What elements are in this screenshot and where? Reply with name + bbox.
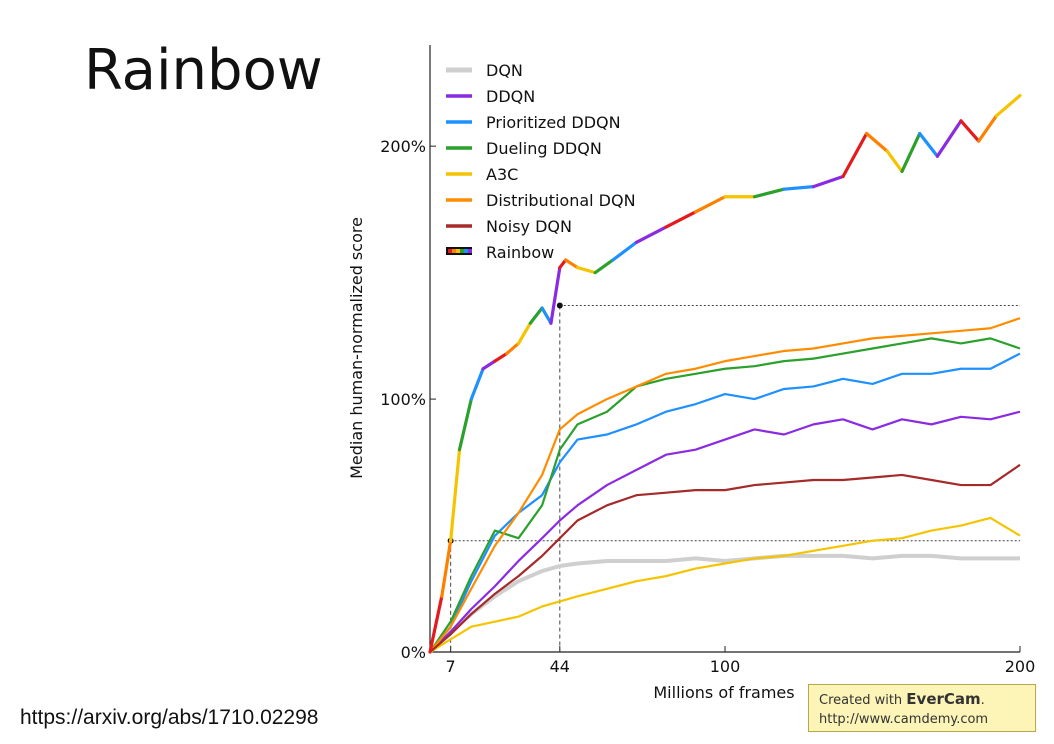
watermark-url: http://www.camdemy.com <box>819 712 989 727</box>
series-line-rainbow-segment <box>752 187 786 199</box>
series-line-rainbow-segment <box>693 195 727 214</box>
series-line-rainbow-segment <box>428 594 444 654</box>
series-line-rainbow-segment <box>505 341 521 356</box>
series-line-rainbow-segment <box>516 321 532 346</box>
legend-label-a3c: A3C <box>486 165 518 184</box>
x-axis-label: Millions of frames <box>653 683 794 702</box>
legend-label-distributional-dqn: Distributional DQN <box>486 191 636 210</box>
watermark-suffix: . <box>980 693 985 708</box>
series-line-rainbow-segment <box>959 119 981 143</box>
series-line-rainbow-segment <box>457 397 473 452</box>
series-line-dqn <box>428 553 1020 654</box>
watermark-line-1: Created with EverCam. <box>819 690 1035 710</box>
legend-swatch-stripe <box>456 249 460 253</box>
chart-series <box>428 93 1022 654</box>
series-line-rainbow-segment <box>481 359 497 371</box>
source-url[interactable]: https://arxiv.org/abs/1710.02298 <box>20 706 319 729</box>
x-tick-label: 200 <box>1005 657 1036 676</box>
watermark-brand: EverCam <box>906 690 981 708</box>
series-line-rainbow-segment <box>841 131 869 179</box>
y-tick-label: 100% <box>380 390 426 409</box>
series-line-rainbow-segment <box>664 210 698 229</box>
series-line-rainbow-segment <box>611 240 639 262</box>
series-line-distributional-dqn <box>429 317 1021 653</box>
y-axis-label: Median human-normalized score <box>347 217 366 479</box>
series-line-rainbow-segment <box>977 114 999 143</box>
series-line-rainbow-segment <box>782 185 816 191</box>
chart-reference-lines <box>447 302 1020 652</box>
series-line-rainbow-segment <box>528 306 544 325</box>
watermark-prefix: Created with <box>819 693 907 708</box>
series-line-rainbow-segment <box>918 131 940 158</box>
series-line-rainbow-segment <box>469 367 485 401</box>
legend-swatch-stripe <box>460 249 464 253</box>
legend-swatch-stripe <box>448 249 452 253</box>
chart-axes: 0% 100% 200% 7 44 100 200 <box>380 45 1035 676</box>
series-line-rainbow-segment <box>558 258 568 270</box>
x-tick-label: 44 <box>550 657 570 676</box>
series-line-ddqn <box>429 410 1021 653</box>
x-tick-label: 7 <box>446 657 456 676</box>
series-line-a3c <box>429 516 1021 653</box>
legend-swatch-stripe <box>468 249 472 253</box>
series-line-rainbow-segment <box>440 539 453 598</box>
series-line-rainbow-segment <box>449 448 462 543</box>
series-line-rainbow-segment <box>540 306 553 325</box>
series-line-rainbow-segment <box>864 131 889 153</box>
series-line-noisy-dqn <box>429 463 1021 653</box>
series-line-dueling-ddqn <box>429 337 1021 653</box>
series-line-rainbow-segment <box>935 119 963 158</box>
legend-swatch-stripe <box>452 249 456 253</box>
series-line-rainbow-segment <box>575 265 597 275</box>
reference-point <box>556 302 563 309</box>
chart-legend: DQN DDQN Prioritized DDQN Dueling DDQN A3C Di… <box>446 61 636 262</box>
series-line-rainbow-segment <box>549 265 562 325</box>
x-tick-label: 100 <box>710 657 741 676</box>
legend-label-prioritized-ddqn: Prioritized DDQN <box>486 113 621 132</box>
evercam-watermark: Created with EverCam. http://www.camdemy… <box>808 684 1036 732</box>
legend-label-noisy-dqn: Noisy DQN <box>486 217 572 236</box>
legend-label-dueling-ddqn: Dueling DDQN <box>486 139 602 158</box>
series-line-rainbow-segment <box>994 93 1022 118</box>
series-line-rainbow-segment <box>885 149 904 174</box>
series-line-rainbow-segment <box>564 258 580 270</box>
series-line-rainbow-segment <box>593 258 615 275</box>
y-tick-label: 200% <box>380 137 426 156</box>
y-tick-label: 0% <box>401 643 426 662</box>
legend-label-ddqn: DDQN <box>486 87 535 106</box>
series-line-rainbow-segment <box>493 351 509 363</box>
legend-label-rainbow: Rainbow <box>486 243 554 262</box>
series-line-rainbow-segment <box>811 174 845 189</box>
series-line-prioritized-ddqn <box>429 352 1021 653</box>
slide-title: Rainbow <box>84 38 323 103</box>
legend-label-dqn: DQN <box>486 61 523 80</box>
legend-swatch-stripe <box>464 249 468 253</box>
series-line-rainbow-segment <box>900 131 922 174</box>
series-line-rainbow-segment <box>634 225 668 244</box>
